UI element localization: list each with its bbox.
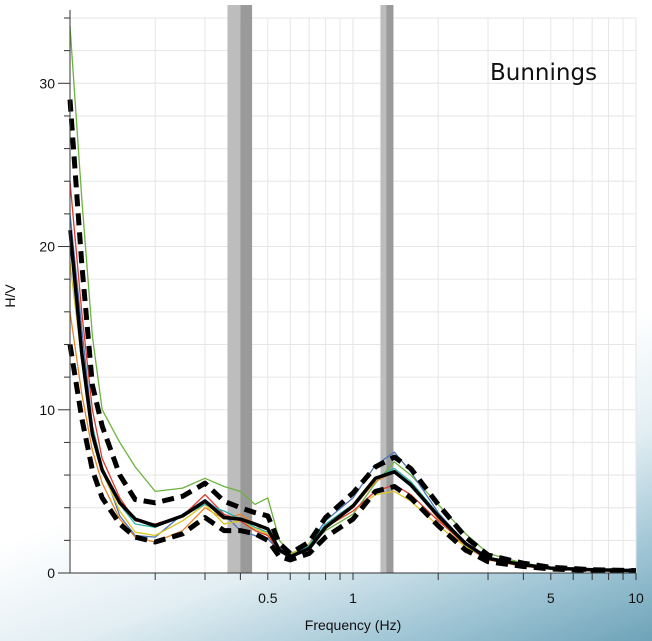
y-tick-label: 30 — [39, 75, 55, 91]
x-tick-label: 5 — [547, 590, 555, 606]
shaded-band — [240, 5, 253, 573]
x-axis-title: Frequency (Hz) — [305, 617, 401, 633]
tick-labels: 0.5 1 5 10 0 10 20 30 — [39, 75, 644, 606]
series-line — [67, 344, 637, 574]
x-tick-label: 1 — [349, 590, 357, 606]
shaded-bands — [227, 5, 394, 573]
y-tick-label: 20 — [39, 239, 55, 255]
series-lines — [67, 26, 637, 574]
axes — [58, 10, 637, 580]
series-line — [68, 230, 637, 573]
shaded-band — [380, 5, 387, 573]
series-line — [67, 99, 637, 574]
shaded-band — [386, 5, 394, 573]
shaded-band — [227, 5, 241, 573]
x-tick-label: 10 — [628, 590, 644, 606]
x-tick-label: 0.5 — [258, 590, 278, 606]
site-annotation: Bunnings — [490, 60, 597, 86]
y-tick-label: 10 — [39, 402, 55, 418]
y-tick-label: 0 — [47, 565, 55, 581]
y-axis-title: H/V — [2, 284, 18, 308]
